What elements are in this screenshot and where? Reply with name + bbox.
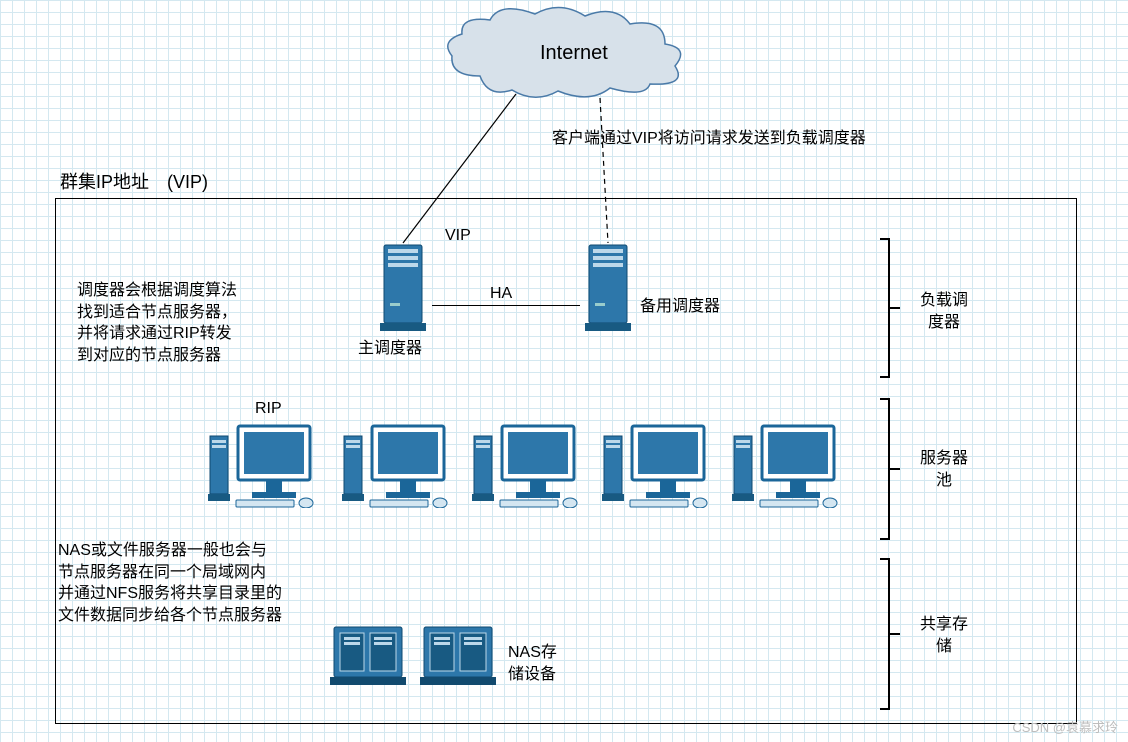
nas-icon	[420, 623, 496, 687]
diagram-title: 群集IP地址 (VIP)	[60, 170, 208, 194]
bracket-pool	[870, 398, 890, 540]
group-storage-label: 共享存 储	[920, 614, 968, 657]
watermark: CSDN @袁慕求玲	[1012, 717, 1118, 736]
workstation-icon	[602, 418, 712, 508]
nas-device-label: NAS存 储设备	[508, 642, 557, 685]
group-loadbalancer-label: 负载调 度器	[920, 290, 968, 333]
workstation-icon	[342, 418, 452, 508]
bracket-storage	[870, 558, 890, 710]
vip-label: VIP	[445, 225, 471, 247]
cloud-label: Internet	[540, 40, 608, 67]
annotation-client: 客户端通过VIP将访问请求发送到负载调度器	[552, 128, 866, 150]
backup-scheduler-label: 备用调度器	[640, 296, 720, 318]
ha-line	[432, 305, 580, 306]
main-scheduler-label: 主调度器	[358, 338, 422, 360]
workstation-icon	[732, 418, 842, 508]
ha-label: HA	[490, 283, 512, 305]
annotation-scheduler: 调度器会根据调度算法 找到适合节点服务器， 并将请求通过RIP转发 到对应的节点…	[77, 280, 237, 366]
workstation-icon	[472, 418, 582, 508]
bracket-loadbalancer	[870, 238, 890, 378]
annotation-nas: NAS或文件服务器一般也会与 节点服务器在同一个局域网内 并通过NFS服务将共享…	[58, 540, 282, 626]
nas-icon	[330, 623, 406, 687]
backup-scheduler-icon	[583, 243, 633, 333]
group-pool-label: 服务器 池	[920, 448, 968, 491]
workstation-icon	[208, 418, 318, 508]
rip-label: RIP	[255, 398, 282, 420]
main-scheduler-icon	[378, 243, 428, 333]
